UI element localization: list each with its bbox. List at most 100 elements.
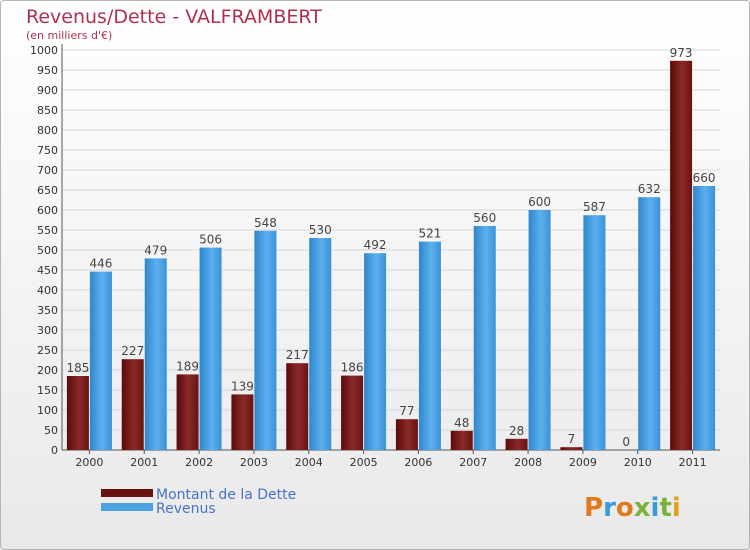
bar-debt — [286, 363, 309, 450]
value-label-revenus: 446 — [89, 257, 112, 271]
value-label-debt: 77 — [399, 404, 414, 418]
y-tick-label: 50 — [44, 424, 58, 437]
y-tick-label: 850 — [37, 104, 58, 117]
bar-revenus — [473, 226, 496, 450]
value-label-revenus: 600 — [528, 195, 551, 209]
value-label-revenus: 521 — [418, 227, 441, 241]
value-label-revenus: 560 — [473, 211, 496, 225]
x-tick-label: 2001 — [130, 456, 158, 469]
grid-lines — [62, 49, 720, 431]
bar-debt — [66, 376, 89, 450]
logo-text: Proxiti — [584, 493, 681, 523]
logo-letter: i — [651, 493, 660, 523]
y-tick-label: 950 — [37, 64, 58, 77]
bar-debt — [670, 60, 693, 451]
y-tick-label: 500 — [37, 244, 58, 257]
y-tick-label: 350 — [37, 304, 58, 317]
bar-revenus — [528, 210, 551, 450]
value-label-revenus: 479 — [144, 243, 167, 257]
legend-swatch-revenus — [101, 503, 153, 511]
x-tick-label: 2010 — [624, 456, 652, 469]
tick-labels: 0 50 100 150 200 250 300 350 400 450 500 550 600 650 7… — [30, 44, 707, 469]
x-tick-label: 2009 — [569, 456, 597, 469]
value-label-debt: 227 — [121, 344, 144, 358]
bar-debt — [121, 359, 144, 450]
bar-revenus — [89, 271, 112, 450]
x-tick-label: 2004 — [295, 456, 323, 469]
bar-revenus — [199, 247, 222, 450]
x-tick-label: 2011 — [679, 456, 707, 469]
y-tick-label: 150 — [37, 384, 58, 397]
x-tick-label: 2002 — [185, 456, 213, 469]
y-tick-label: 300 — [37, 324, 58, 337]
bar-revenus — [693, 186, 716, 450]
logo-letter: t — [659, 493, 671, 523]
bar-debt — [560, 447, 583, 450]
x-tick-label: 2003 — [240, 456, 268, 469]
x-tick-label: 2007 — [459, 456, 487, 469]
logo-letter: x — [634, 493, 651, 523]
y-tick-label: 700 — [37, 164, 58, 177]
legend-label-revenus: Revenus — [156, 501, 216, 517]
bar-revenus — [254, 230, 277, 450]
value-label-debt: 0 — [622, 435, 630, 449]
value-label-revenus: 492 — [364, 238, 387, 252]
logo-letter: i — [672, 493, 681, 523]
bars — [66, 60, 716, 451]
y-tick-label: 400 — [37, 284, 58, 297]
value-label-debt: 48 — [454, 416, 469, 430]
value-label-debt: 7 — [568, 432, 576, 446]
proxiti-logo: Proxiti — [584, 493, 681, 523]
legend: Montant de la Dette Revenus — [101, 487, 296, 517]
bar-revenus — [418, 241, 441, 450]
x-tick-label: 2006 — [404, 456, 432, 469]
y-tick-label: 800 — [37, 124, 58, 137]
y-tick-label: 750 — [37, 144, 58, 157]
value-label-revenus: 632 — [638, 182, 661, 196]
y-tick-label: 100 — [37, 404, 58, 417]
value-label-debt: 185 — [66, 361, 89, 375]
value-label-revenus: 660 — [693, 171, 716, 185]
x-tick-label: 2000 — [75, 456, 103, 469]
bar-revenus — [583, 215, 606, 450]
y-tick-label: 650 — [37, 184, 58, 197]
value-label-debt: 973 — [670, 46, 693, 60]
x-tick-label: 2005 — [350, 456, 378, 469]
bar-revenus — [364, 253, 387, 450]
bar-revenus — [144, 258, 167, 450]
x-tick-label: 2008 — [514, 456, 542, 469]
value-label-revenus: 506 — [199, 233, 222, 247]
y-tick-label: 250 — [37, 344, 58, 357]
value-label-debt: 28 — [509, 424, 524, 438]
value-labels: 185 446 227 479 189 506 139 548 217 530 186 492 77 52… — [66, 46, 715, 449]
value-label-debt: 139 — [231, 379, 254, 393]
y-tick-label: 450 — [37, 264, 58, 277]
y-tick-label: 600 — [37, 204, 58, 217]
value-label-revenus: 587 — [583, 200, 606, 214]
value-label-revenus: 530 — [309, 223, 332, 237]
value-label-debt: 217 — [286, 348, 309, 362]
logo-letter: r — [603, 493, 616, 523]
y-tick-label: 0 — [51, 444, 58, 457]
y-tick-label: 550 — [37, 224, 58, 237]
bar-debt — [176, 374, 199, 450]
axes — [61, 44, 720, 454]
logo-letter: P — [584, 493, 603, 523]
bar-revenus — [638, 197, 661, 450]
value-label-debt: 186 — [341, 361, 364, 375]
y-tick-label: 1000 — [30, 44, 58, 57]
bar-revenus — [309, 238, 332, 450]
value-label-revenus: 548 — [254, 216, 277, 230]
legend-label-debt: Montant de la Dette — [156, 487, 296, 503]
chart-subtitle: (en milliers d'€) — [26, 29, 112, 42]
logo-letter: o — [616, 493, 634, 523]
bar-debt — [395, 419, 418, 450]
legend-swatch-debt — [101, 489, 153, 497]
y-tick-label: 900 — [37, 84, 58, 97]
y-tick-label: 200 — [37, 364, 58, 377]
value-label-debt: 189 — [176, 359, 199, 373]
bar-debt — [505, 438, 528, 450]
bar-debt — [231, 394, 254, 450]
